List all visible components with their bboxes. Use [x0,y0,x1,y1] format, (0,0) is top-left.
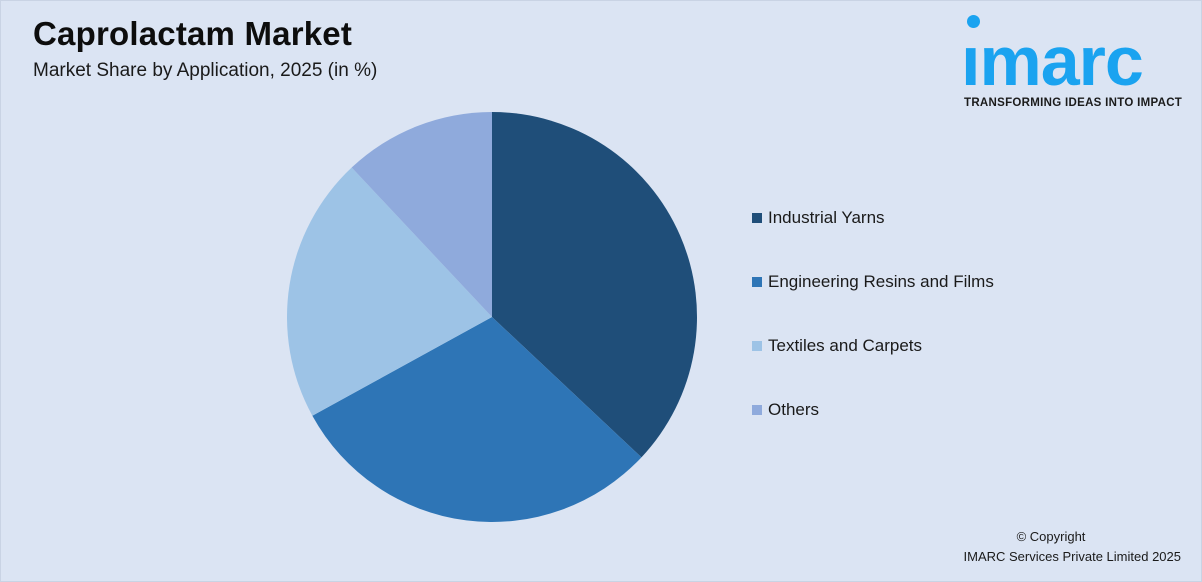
copyright-line-1: © Copyright [1016,529,1086,544]
legend-label: Industrial Yarns [768,208,885,227]
copyright-line-2: IMARC Services Private Limited 2025 [963,549,1181,564]
legend-label: Engineering Resins and Films [768,272,994,291]
pie-slice-engineering-resins-and-films [312,317,642,522]
pie-slice-textiles-and-carpets [287,167,492,416]
legend-swatch-icon [752,277,762,287]
pie-slice-others [351,112,492,317]
legend-item-others: Others [752,400,819,420]
logo-tagline: TRANSFORMING IDEAS INTO IMPACT [964,97,1183,109]
legend-swatch-icon [752,213,762,223]
chart-subtitle: Market Share by Application, 2025 (in %) [33,60,378,81]
legend-label: Textiles and Carpets [768,336,923,355]
legend-label: Others [768,400,820,419]
pie-svg [287,112,697,522]
imarc-logo: ımarc TRANSFORMING IDEAS INTO IMPACT [961,13,1191,113]
pie-chart [281,106,703,528]
logo-dot-icon [967,15,980,28]
legend-item-engineering-resins: Engineering Resins and Films [752,272,994,292]
pie-slice-industrial-yarns [492,112,697,458]
legend-swatch-icon [752,405,762,415]
legend-swatch-icon [752,341,762,351]
legend-item-industrial-yarns: Industrial Yarns [752,208,885,228]
copyright: © Copyright IMARC Services Private Limit… [921,527,1181,567]
chart-title: Caprolactam Market [33,15,353,52]
logo-wordmark: ımarc [961,22,1144,100]
legend-item-textiles-carpets: Textiles and Carpets [752,336,922,356]
